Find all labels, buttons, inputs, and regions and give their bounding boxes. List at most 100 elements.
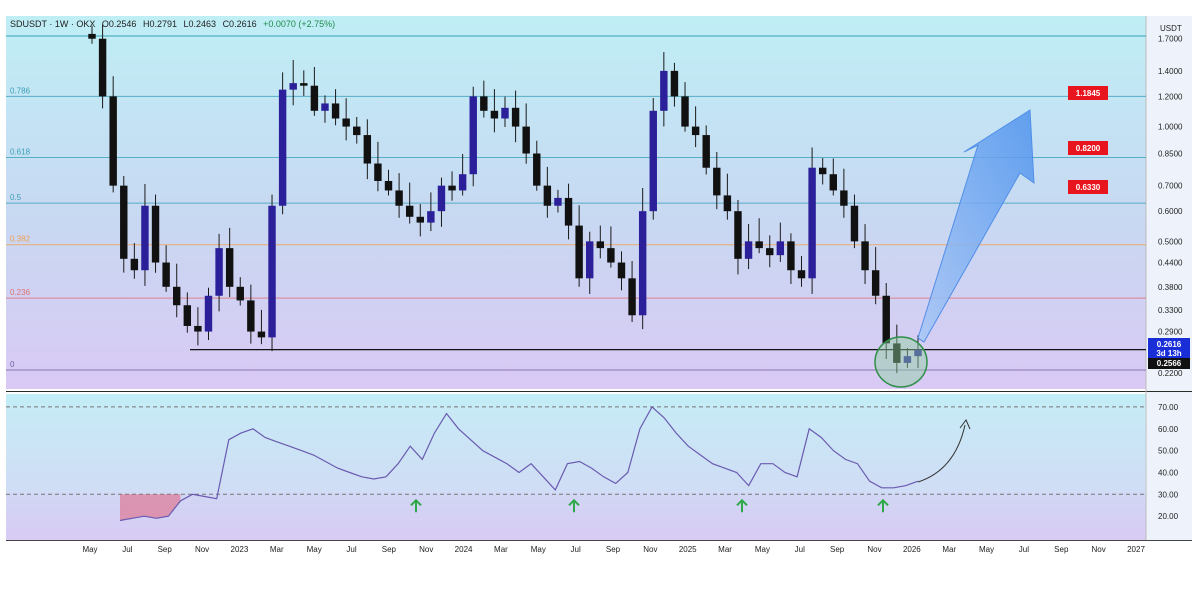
candle-body-7 — [162, 262, 170, 287]
projection-arrow[interactable] — [917, 109, 1035, 343]
candle-body-69 — [818, 167, 827, 175]
time-tick-25: Jul — [1019, 545, 1029, 554]
candle-body-51 — [628, 278, 636, 316]
time-tick-14: Sep — [606, 545, 621, 554]
fib-label-0: 0.786 — [10, 86, 31, 95]
candle-body-28 — [384, 180, 393, 191]
candle-body-25 — [353, 126, 361, 136]
target-tag-label-0: 1.1845 — [1076, 89, 1101, 98]
time-tick-12: May — [531, 545, 546, 554]
time-tick-28: 2027 — [1127, 545, 1145, 554]
time-tick-10: 2024 — [455, 545, 473, 554]
candle-body-40 — [511, 107, 520, 127]
target-tag-bg-2 — [1068, 180, 1108, 194]
candle-body-29 — [395, 190, 403, 206]
time-tick-13: Jul — [571, 545, 581, 554]
high-value: H0.2791 — [143, 19, 177, 29]
candle-body-0 — [88, 33, 96, 39]
change-value: +0.0070 (+2.75%) — [263, 19, 335, 29]
countdown-label: 3d 13h — [1156, 349, 1181, 358]
candle-body-43 — [543, 185, 552, 206]
current-price-label: 0.2616 — [1157, 340, 1182, 349]
time-tick-17: Mar — [718, 545, 732, 554]
price-tick-1: 1.4000 — [1158, 67, 1183, 76]
candle-body-13 — [225, 248, 234, 287]
bottom-highlight-circle[interactable] — [874, 336, 928, 388]
rsi-tick-2: 50.00 — [1158, 447, 1179, 456]
candle-body-63 — [755, 241, 763, 249]
target-tag-bg-1 — [1068, 141, 1108, 155]
rsi-tick-0: 70.00 — [1158, 403, 1179, 412]
price-tick-hidden: 0.2200 — [1158, 369, 1183, 378]
candle-body-35 — [458, 174, 467, 191]
candle-body-45 — [564, 197, 573, 226]
fib-label-2: 0.5 — [10, 193, 22, 202]
candle-body-37 — [480, 96, 488, 111]
open-value: O0.2546 — [102, 19, 137, 29]
symbol-header: SDUSDT · 1W · OKX O0.2546 H0.2791 L0.246… — [10, 19, 335, 29]
candle-body-1 — [98, 38, 107, 97]
rsi-tick-4: 30.00 — [1158, 490, 1179, 499]
candle-body-27 — [374, 163, 382, 181]
price-axis[interactable]: 1.7000 1.4000 1.2000 1.0000 0.8500 0.7000 0.60… — [1158, 35, 1183, 337]
candle-body-15 — [247, 300, 255, 332]
price-tick-3: 1.0000 — [1158, 123, 1183, 132]
rsi-up-arrow-0 — [410, 498, 422, 513]
candle-body-16 — [257, 331, 266, 338]
candle-body-46 — [575, 225, 583, 279]
candle-body-41 — [522, 126, 530, 154]
time-tick-20: Sep — [830, 545, 845, 554]
candle-body-68 — [808, 167, 816, 279]
candle-body-9 — [183, 305, 192, 326]
candle-body-58 — [702, 135, 710, 168]
time-tick-18: May — [755, 545, 770, 554]
candle-body-23 — [331, 103, 340, 119]
candle-body-42 — [533, 153, 541, 186]
time-tick-27: Nov — [1092, 545, 1106, 554]
time-tick-15: Nov — [643, 545, 657, 554]
candle-body-34 — [448, 185, 456, 191]
candle-body-26 — [363, 135, 372, 164]
rsi-line — [119, 405, 919, 522]
rsi-projection-arrowhead — [959, 419, 971, 430]
price-tick-9: 0.3800 — [1158, 283, 1183, 292]
target-tag-label-2: 0.6330 — [1076, 183, 1101, 192]
time-tick-22: 2026 — [903, 545, 921, 554]
candle-body-59 — [713, 167, 721, 196]
time-tick-2: Sep — [158, 545, 173, 554]
price-tick-5: 0.7000 — [1158, 182, 1183, 191]
candle-body-11 — [204, 295, 213, 332]
candle-body-52 — [638, 211, 647, 316]
exchange-text: OKX — [76, 19, 95, 29]
time-tick-26: Sep — [1054, 545, 1069, 554]
candle-body-12 — [215, 248, 223, 296]
candle-body-47 — [586, 241, 594, 279]
candle-body-50 — [617, 262, 626, 279]
candle-body-20 — [300, 83, 308, 86]
candle-body-14 — [236, 286, 244, 301]
price-tick-7: 0.5000 — [1158, 237, 1183, 246]
candle-body-65 — [776, 241, 785, 256]
time-tick-16: 2025 — [679, 545, 697, 554]
candle-body-31 — [416, 216, 424, 223]
candle-body-19 — [289, 83, 297, 90]
candle-body-33 — [437, 185, 446, 212]
candle-body-76 — [893, 343, 901, 363]
right-axis-bg — [1146, 16, 1192, 540]
time-tick-7: Jul — [346, 545, 356, 554]
candle-body-75 — [882, 295, 890, 344]
candles — [88, 24, 922, 374]
candle-body-30 — [405, 205, 414, 217]
price-tick-8: 0.4400 — [1158, 259, 1183, 268]
candle-body-6 — [151, 205, 160, 263]
price-tick-11: 0.2900 — [1158, 328, 1183, 337]
time-tick-8: Sep — [382, 545, 397, 554]
symbol-text: SDUSDT — [10, 19, 48, 29]
time-axis[interactable]: May Jul Sep Nov 2023 Mar May Jul Sep Nov 2024 Mar Ma… — [82, 545, 1145, 554]
price-tick-10: 0.3300 — [1158, 306, 1183, 315]
time-tick-6: May — [307, 545, 322, 554]
candle-body-67 — [797, 270, 806, 279]
time-tick-5: Mar — [270, 545, 284, 554]
